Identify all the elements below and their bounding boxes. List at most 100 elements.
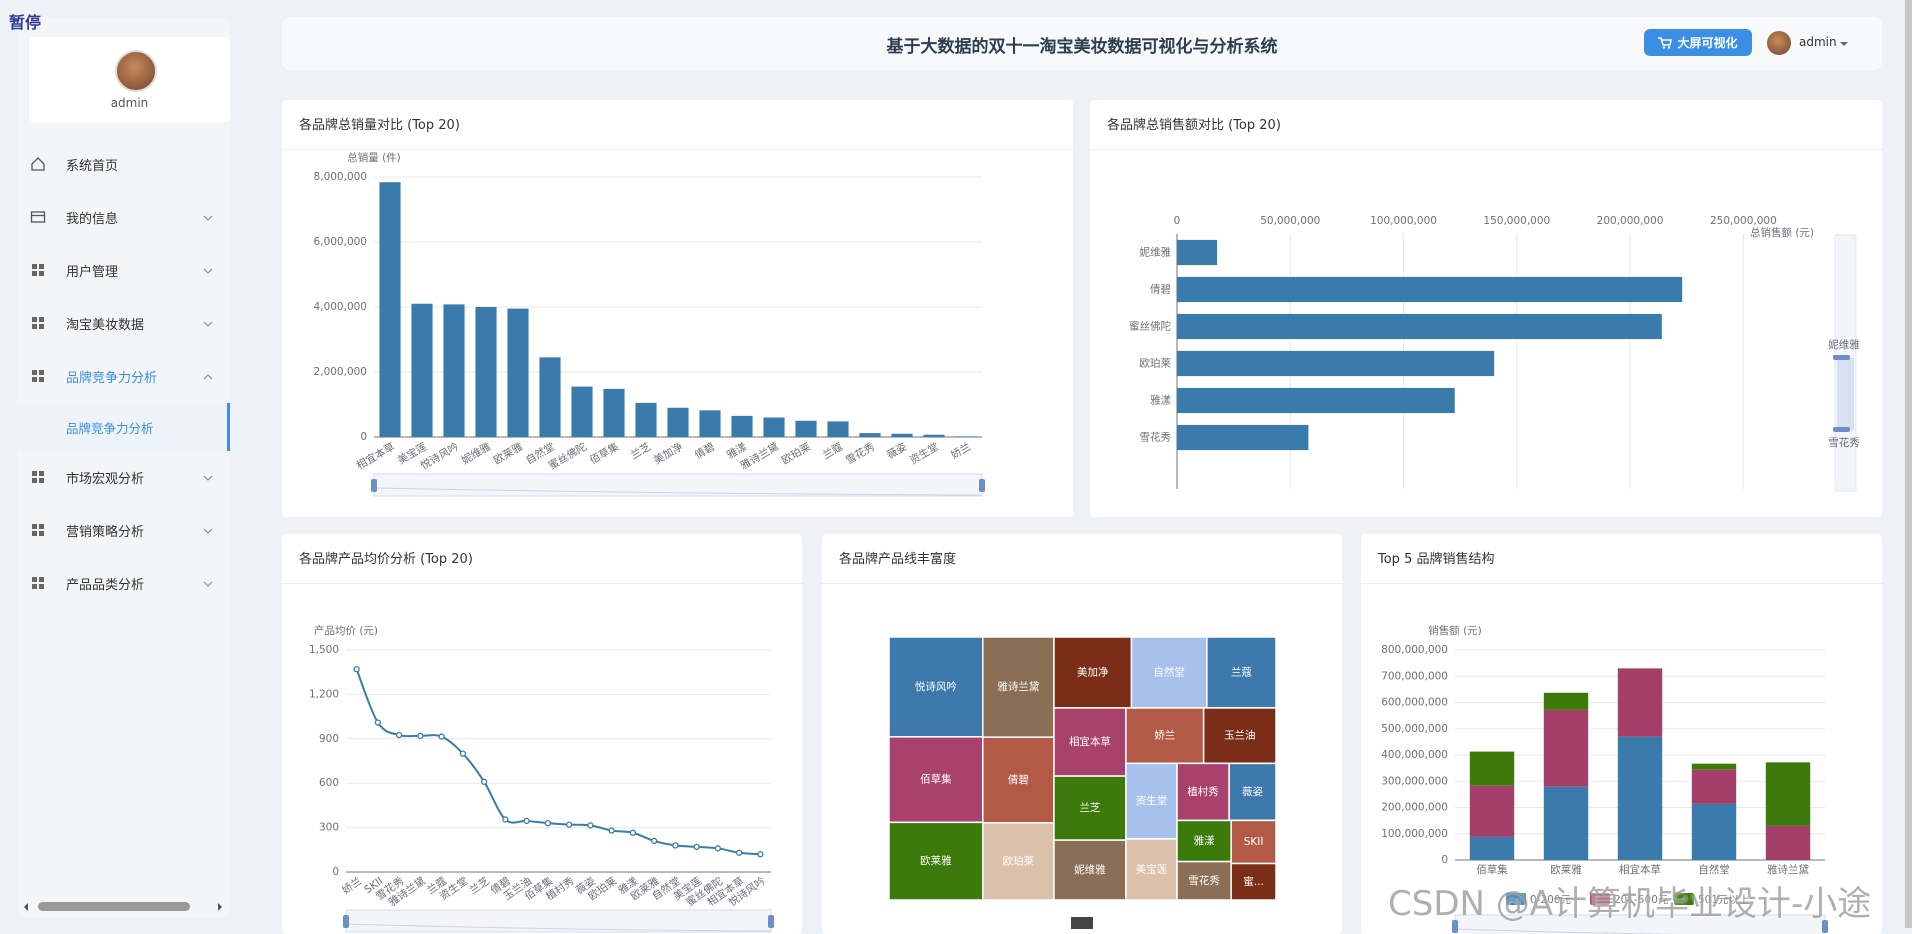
x-tick-label: 欧珀莱 [779, 440, 813, 467]
point [502, 816, 509, 823]
point [587, 822, 594, 829]
legend-label: 201-500元 [1614, 894, 1669, 906]
treemap-label: 欧珀莱 [1003, 854, 1035, 867]
button-label: 大屏可视化 [1677, 36, 1738, 50]
bar [795, 420, 817, 437]
point [374, 719, 382, 726]
zoom-handle [1833, 427, 1850, 432]
icon-home [31, 157, 45, 171]
menu-label: 市场宏观分析 [66, 472, 145, 487]
submenu-item[interactable]: 品牌竞争力分析 [17, 403, 230, 451]
point [608, 827, 615, 834]
legend-swatch [1674, 893, 1694, 905]
treemap-label: 悦诗风吟 [915, 680, 957, 693]
legend-swatch [1506, 893, 1526, 905]
divider [1361, 583, 1882, 584]
icon-grid [39, 271, 44, 276]
divider [282, 583, 802, 584]
zoom-window [1837, 358, 1854, 430]
bar [1177, 313, 1662, 340]
chevron [203, 268, 213, 274]
y-tick-label: 1,200 [309, 688, 339, 700]
header: 基于大数据的双十一淘宝美妆数据可视化与分析系统 大屏可视化 admin [282, 17, 1882, 70]
x-tick-label: 雪花秀 [843, 440, 877, 467]
icon-grid [32, 317, 37, 322]
menu-arrow [203, 475, 213, 481]
x-tick-label: 欧莱雅 [491, 440, 525, 467]
legend-label: 501元以上 [1698, 894, 1750, 906]
legend-label: 0-200元 [1530, 894, 1572, 906]
y-tick-label: 700,000,000 [1381, 670, 1448, 682]
menu-item[interactable]: 淘宝美妆数据 [17, 297, 230, 350]
caret [1840, 42, 1848, 46]
bar-segment [1765, 825, 1811, 860]
menu-arrow [203, 528, 213, 534]
menu-arrow [203, 321, 213, 327]
panel-sales-structure: Top 5 品牌销售结构 0 100,000,000 200,000,000 300,… [1361, 534, 1882, 934]
y-tick-label: 欧珀莱 [1140, 357, 1172, 370]
header-avatar[interactable] [1767, 31, 1791, 55]
menu-item[interactable]: 用户管理 [17, 244, 230, 297]
x-tick-label: 200,000,000 [1597, 215, 1664, 227]
menu-icon [32, 524, 44, 536]
tool-icon [1071, 917, 1093, 929]
x-tick-label: 兰芝 [628, 440, 653, 462]
menu-item[interactable]: 我的信息 [17, 191, 230, 244]
treemap-label: 雅诗兰黛 [997, 680, 1039, 693]
bar [667, 407, 689, 437]
treemap-cell [982, 822, 1055, 901]
icon-grid [39, 317, 44, 322]
point [757, 851, 764, 858]
treemap-cell [1053, 636, 1133, 709]
menu-arrow [203, 268, 213, 274]
icon-grid [32, 577, 37, 582]
bar [859, 433, 881, 437]
x-tick-label: 250,000,000 [1710, 215, 1777, 227]
bar-segment [1469, 836, 1515, 860]
treemap-cell [1053, 775, 1127, 841]
chart: 0 100,000,000 200,000,000 300,000,000 400,00… [1381, 624, 1828, 934]
y-tick-label: 300,000,000 [1381, 775, 1448, 787]
x-tick-label: 娇兰 [948, 440, 973, 462]
menu-item[interactable]: 系统首页 [17, 138, 230, 191]
chevron [203, 374, 213, 380]
icon-grid [32, 478, 37, 483]
x-tick-label: 雅诗兰黛 [1767, 863, 1809, 876]
zoom-label: 妮维雅 [1828, 338, 1860, 351]
bar [699, 410, 721, 437]
big-screen-button[interactable]: 大屏可视化 [1644, 29, 1752, 56]
menu-item[interactable]: 营销策略分析 [17, 504, 230, 557]
bar-segment [1617, 668, 1663, 737]
menu-item[interactable]: 产品品类分析 [17, 557, 230, 610]
bar-segment [1765, 762, 1811, 826]
bar [1177, 350, 1495, 377]
y-tick-label: 4,000,000 [314, 301, 367, 313]
menu-arrow [203, 215, 213, 221]
treemap-label: 玉兰油 [1224, 729, 1256, 742]
bar [411, 303, 433, 437]
x-tick-label: 相宜本草 [354, 440, 397, 472]
y-tick-label: 400,000,000 [1381, 749, 1448, 761]
zoom-handle [1833, 355, 1850, 360]
sidebar: admin 系统首页 我的信息 用户管理 淘宝美妆数据 品牌竞争力分析 品牌竞争力分析 市场… [17, 17, 230, 917]
menu-item[interactable]: 市场宏观分析 [17, 451, 230, 504]
bar-segment [1691, 763, 1737, 770]
bar [1177, 239, 1218, 266]
y-tick-label: 600 [319, 777, 339, 789]
menu-arrow [203, 374, 213, 380]
point [459, 750, 467, 757]
bar [891, 433, 913, 437]
zoom-handle [979, 479, 985, 492]
y-tick-label: 6,000,000 [314, 236, 367, 248]
line [355, 668, 761, 856]
point [735, 849, 743, 856]
treemap-label: 蜜... [1243, 875, 1264, 888]
zoom-shadow [373, 487, 983, 496]
menu-item[interactable]: 品牌竞争力分析 [17, 350, 230, 403]
icon-grid [39, 324, 44, 329]
treemap-cell [1228, 762, 1277, 822]
chevron [203, 321, 213, 327]
header-user[interactable]: admin [1799, 35, 1837, 49]
